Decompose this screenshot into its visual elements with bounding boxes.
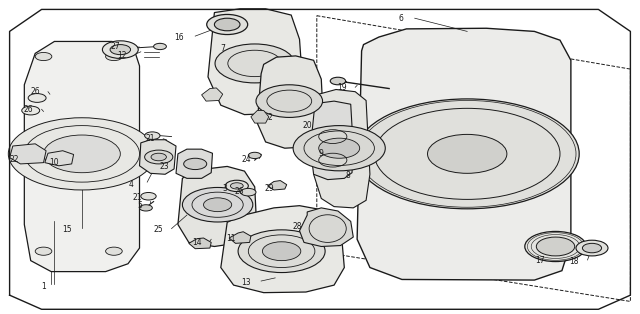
Circle shape	[319, 138, 360, 158]
Polygon shape	[287, 97, 308, 108]
Circle shape	[110, 45, 131, 55]
Polygon shape	[176, 149, 212, 178]
Circle shape	[151, 153, 166, 161]
Text: 7: 7	[220, 44, 225, 53]
Polygon shape	[251, 111, 269, 123]
Circle shape	[28, 94, 46, 102]
Circle shape	[428, 134, 507, 173]
Text: 26: 26	[30, 87, 40, 96]
Circle shape	[582, 243, 602, 253]
Text: 8: 8	[346, 171, 351, 180]
Polygon shape	[257, 56, 323, 148]
Circle shape	[184, 158, 207, 170]
Text: 21: 21	[145, 134, 155, 143]
Polygon shape	[202, 88, 223, 101]
Circle shape	[207, 14, 248, 35]
Circle shape	[106, 52, 122, 61]
Polygon shape	[24, 41, 140, 272]
Circle shape	[238, 230, 325, 273]
Circle shape	[214, 18, 240, 31]
Circle shape	[215, 44, 294, 83]
Text: 21: 21	[132, 193, 142, 202]
Circle shape	[141, 192, 156, 200]
Circle shape	[525, 231, 586, 262]
Text: 1: 1	[42, 282, 46, 291]
Polygon shape	[300, 208, 353, 246]
Circle shape	[44, 135, 120, 173]
Polygon shape	[229, 232, 251, 243]
Text: 20: 20	[303, 121, 312, 130]
Circle shape	[330, 77, 346, 85]
Text: 27: 27	[111, 42, 120, 51]
Circle shape	[230, 183, 243, 189]
Circle shape	[145, 150, 173, 164]
Polygon shape	[178, 166, 256, 246]
Text: 17: 17	[536, 256, 545, 265]
Text: 18: 18	[570, 257, 579, 266]
Circle shape	[576, 240, 608, 256]
Text: 29: 29	[264, 184, 274, 193]
Circle shape	[145, 132, 160, 139]
Circle shape	[35, 247, 52, 255]
Circle shape	[256, 85, 323, 117]
Circle shape	[106, 247, 122, 255]
Text: 16: 16	[175, 33, 184, 41]
Circle shape	[204, 198, 232, 212]
Circle shape	[8, 118, 156, 190]
Text: 24: 24	[241, 155, 251, 164]
Circle shape	[35, 52, 52, 61]
Circle shape	[140, 205, 152, 211]
Polygon shape	[268, 181, 287, 190]
Text: 6: 6	[398, 14, 403, 23]
Text: 10: 10	[49, 158, 59, 167]
Polygon shape	[221, 206, 344, 293]
Polygon shape	[45, 151, 74, 166]
Circle shape	[154, 43, 166, 50]
Polygon shape	[310, 101, 353, 180]
Text: 23: 23	[160, 162, 170, 171]
Text: 3: 3	[222, 184, 227, 193]
Circle shape	[536, 237, 575, 256]
Polygon shape	[140, 140, 176, 174]
Polygon shape	[357, 28, 571, 280]
Text: 4: 4	[128, 180, 133, 189]
Text: 14: 14	[192, 238, 202, 247]
Circle shape	[293, 126, 385, 171]
Text: 2: 2	[268, 113, 272, 122]
Text: 15: 15	[62, 225, 72, 234]
Circle shape	[182, 187, 253, 222]
Polygon shape	[208, 9, 302, 115]
Text: 25: 25	[154, 225, 163, 234]
Text: 19: 19	[337, 83, 347, 92]
Polygon shape	[314, 89, 370, 208]
Text: 12: 12	[117, 51, 127, 60]
Text: 22: 22	[10, 155, 19, 164]
Circle shape	[225, 180, 248, 192]
Text: 26: 26	[235, 187, 244, 196]
Circle shape	[22, 106, 40, 115]
Polygon shape	[10, 144, 46, 164]
Text: 13: 13	[241, 278, 251, 287]
Text: 5: 5	[137, 201, 142, 210]
Circle shape	[262, 242, 301, 261]
Circle shape	[248, 152, 261, 159]
Circle shape	[102, 41, 138, 58]
Polygon shape	[189, 238, 211, 249]
Text: 28: 28	[292, 222, 302, 230]
Text: 9: 9	[318, 149, 323, 158]
Text: 26: 26	[24, 105, 33, 114]
Circle shape	[355, 99, 579, 209]
Text: 11: 11	[226, 234, 236, 242]
Circle shape	[241, 188, 256, 196]
